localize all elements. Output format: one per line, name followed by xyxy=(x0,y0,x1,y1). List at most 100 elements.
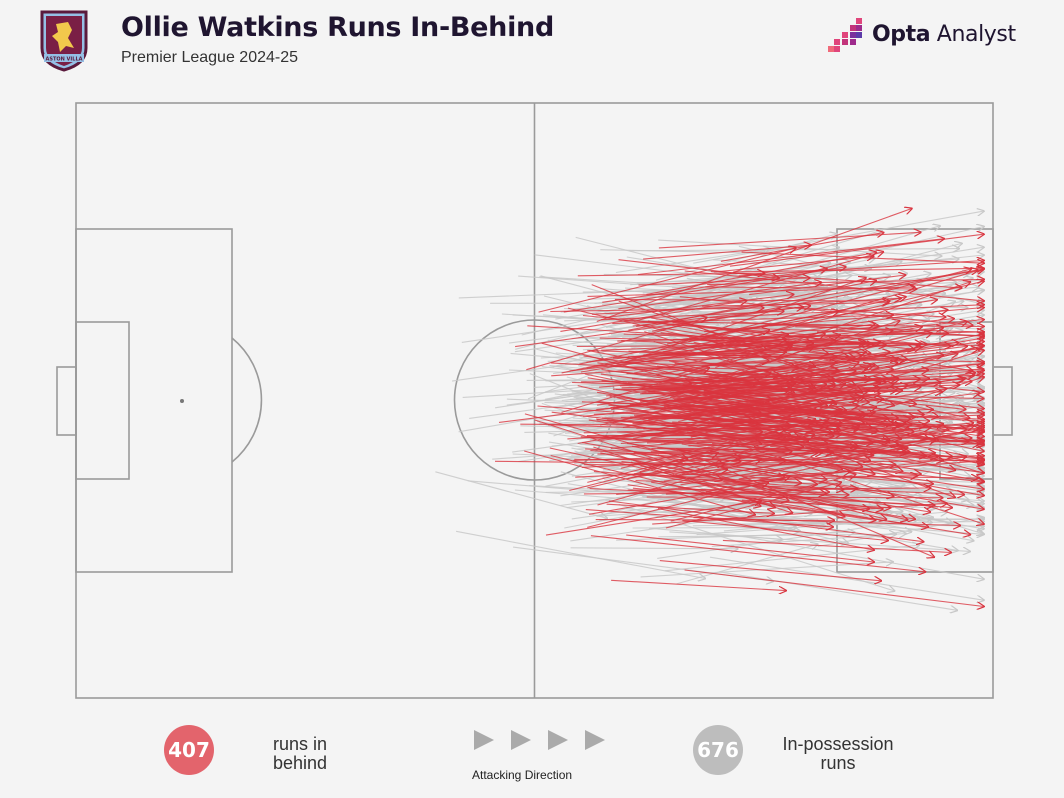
chart-subtitle: Premier League 2024-25 xyxy=(121,49,299,66)
in-possession-run xyxy=(518,275,819,297)
run-in-behind xyxy=(659,560,881,581)
run-in-behind xyxy=(590,449,740,462)
run-in-behind xyxy=(653,369,867,387)
run-in-behind xyxy=(722,539,951,552)
in-possession-run xyxy=(719,571,957,611)
run-in-behind xyxy=(611,362,798,368)
run-in-behind xyxy=(733,268,984,273)
run-in-behind xyxy=(604,294,794,319)
run-in-behind xyxy=(579,297,905,365)
run-in-behind xyxy=(611,579,786,590)
run-in-behind xyxy=(597,453,817,454)
run-in-behind xyxy=(732,450,984,496)
run-in-behind xyxy=(545,501,761,536)
run-in-behind xyxy=(589,483,768,515)
run-in-behind xyxy=(563,267,846,313)
left-penalty-spot xyxy=(180,399,184,403)
run-in-behind xyxy=(632,307,803,327)
in-possession-run xyxy=(625,508,795,527)
run-in-behind xyxy=(577,273,765,276)
in-possession-run xyxy=(657,517,933,559)
run-in-behind xyxy=(684,270,984,301)
run-in-behind xyxy=(612,315,893,325)
run-in-behind xyxy=(618,282,821,310)
run-in-behind xyxy=(646,497,943,498)
in-possession-run xyxy=(626,256,821,289)
in-possession-run xyxy=(712,513,984,534)
run-in-behind xyxy=(682,519,888,540)
run-in-behind xyxy=(710,270,962,288)
attacking-direction-label: Attacking Direction xyxy=(472,768,573,782)
run-in-behind xyxy=(627,484,876,521)
run-in-behind xyxy=(663,403,808,441)
in-possession-run xyxy=(534,254,830,291)
run-in-behind xyxy=(599,362,859,426)
run-in-behind xyxy=(616,471,850,495)
run-in-behind xyxy=(577,388,881,445)
run-in-behind xyxy=(614,299,890,301)
runs-in-behind-label: runs in behind xyxy=(273,734,328,773)
run-in-behind xyxy=(660,319,954,351)
attacking-direction-arrows-icon xyxy=(474,730,605,750)
in-possession-run xyxy=(539,276,809,293)
run-in-behind xyxy=(580,324,875,373)
run-in-behind xyxy=(646,252,876,295)
in-possession-run xyxy=(709,556,984,600)
run-in-behind xyxy=(686,493,849,495)
run-in-behind xyxy=(681,300,937,341)
run-in-behind xyxy=(550,454,761,507)
in-possession-run xyxy=(600,250,767,254)
run-in-behind xyxy=(738,461,984,480)
in-possession-run xyxy=(669,531,970,552)
run-in-behind xyxy=(643,245,811,260)
run-in-behind xyxy=(623,333,922,344)
run-in-behind xyxy=(527,325,813,343)
run-in-behind xyxy=(630,461,792,513)
run-in-behind xyxy=(705,287,916,289)
run-in-behind xyxy=(697,338,879,368)
run-in-behind xyxy=(583,423,906,434)
run-in-behind xyxy=(569,453,718,492)
run-in-behind xyxy=(725,379,963,380)
in-possession-count-badge: 676 xyxy=(693,725,743,775)
brand-name: Opta Analyst xyxy=(872,22,1016,47)
in-possession-run xyxy=(570,505,818,542)
run-in-behind xyxy=(735,341,984,375)
run-in-behind xyxy=(704,339,984,346)
in-possession-run xyxy=(658,534,896,537)
run-in-behind xyxy=(494,461,724,464)
run-in-behind xyxy=(741,251,984,263)
run-in-behind xyxy=(672,322,915,350)
right-goal xyxy=(992,366,1013,436)
run-in-behind xyxy=(620,424,912,445)
run-in-behind xyxy=(756,374,983,418)
opta-logo-icon xyxy=(828,18,862,52)
in-possession-run xyxy=(640,562,893,578)
aston-villa-crest-icon: ASTON VILLA xyxy=(40,10,88,72)
crest-text: ASTON VILLA xyxy=(45,57,82,63)
run-in-behind xyxy=(550,308,763,313)
run-in-behind xyxy=(638,278,810,286)
run-in-behind xyxy=(606,437,803,447)
run-in-behind xyxy=(627,488,931,490)
run-in-behind xyxy=(600,373,924,415)
run-in-behind xyxy=(640,392,787,394)
run-in-behind xyxy=(663,448,908,482)
run-in-behind xyxy=(749,275,905,296)
in-possession-label: In-possession runs xyxy=(782,734,894,773)
run-in-behind xyxy=(684,569,984,607)
run-in-behind xyxy=(583,386,907,417)
run-in-behind xyxy=(640,390,897,402)
in-possession-run xyxy=(618,503,895,591)
run-in-behind xyxy=(590,535,925,572)
runs-in-behind-count-badge: 407 xyxy=(164,725,214,775)
opta-analyst-logo: Opta Analyst xyxy=(828,18,1028,54)
left-penalty-box xyxy=(75,228,233,573)
run-in-behind xyxy=(679,296,973,326)
in-possession-run xyxy=(435,471,607,519)
run-in-behind xyxy=(602,269,827,303)
run-in-behind xyxy=(676,423,973,452)
run-in-behind xyxy=(689,337,854,358)
run-in-behind xyxy=(652,503,947,525)
run-in-behind xyxy=(693,328,944,355)
